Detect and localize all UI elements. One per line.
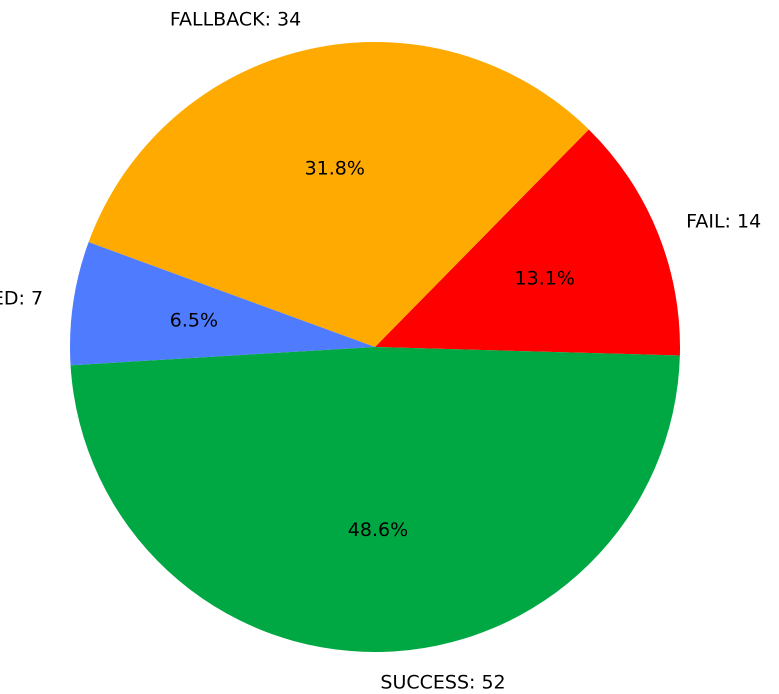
slice-label: FAIL: 14: [686, 211, 761, 233]
slices-layer: [69, 42, 680, 652]
percent-label: 6.5%: [170, 309, 218, 331]
labels-layer: 13.1% FAIL: 14 31.8% FALLBACK: 34 6.5% NOT TE…: [0, 9, 761, 694]
pie-slice-not-tested: [69, 242, 375, 366]
pie-slice-fail: [375, 129, 680, 356]
slice-label: NOT TESTED: 7: [0, 287, 43, 309]
pie-slice-fallback: [88, 42, 589, 347]
slice-label: FALLBACK: 34: [170, 9, 301, 31]
slice-label: SUCCESS: 52: [380, 671, 505, 693]
percent-label: 13.1%: [515, 268, 575, 290]
pie-slice-success: [70, 347, 680, 652]
percent-label: 48.6%: [348, 519, 408, 541]
percent-label: 31.8%: [305, 157, 365, 179]
